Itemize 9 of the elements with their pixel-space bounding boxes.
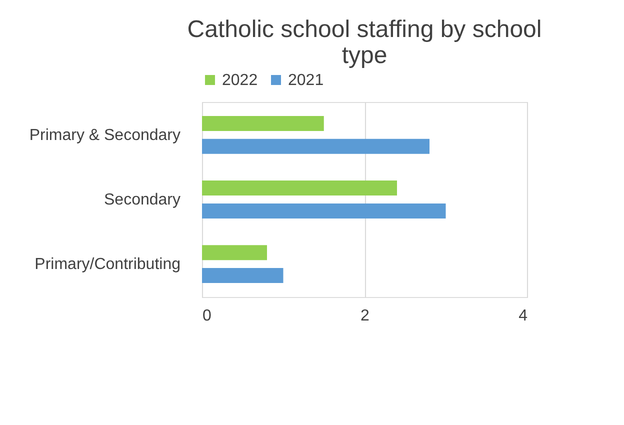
legend-label: 2021 [288, 72, 324, 89]
x-tick-label: 0 [202, 308, 212, 324]
y-tick-label: Primary & Secondary [29, 126, 180, 144]
chart-title: Catholic school staffing by school type [187, 16, 542, 69]
x-tick-label: 4 [518, 308, 528, 324]
y-tick-label: Secondary [104, 192, 180, 208]
legend-label: 2022 [222, 72, 258, 89]
x-tick-label: 2 [360, 308, 370, 324]
y-tick-label: Primary/Contributing [34, 256, 180, 274]
